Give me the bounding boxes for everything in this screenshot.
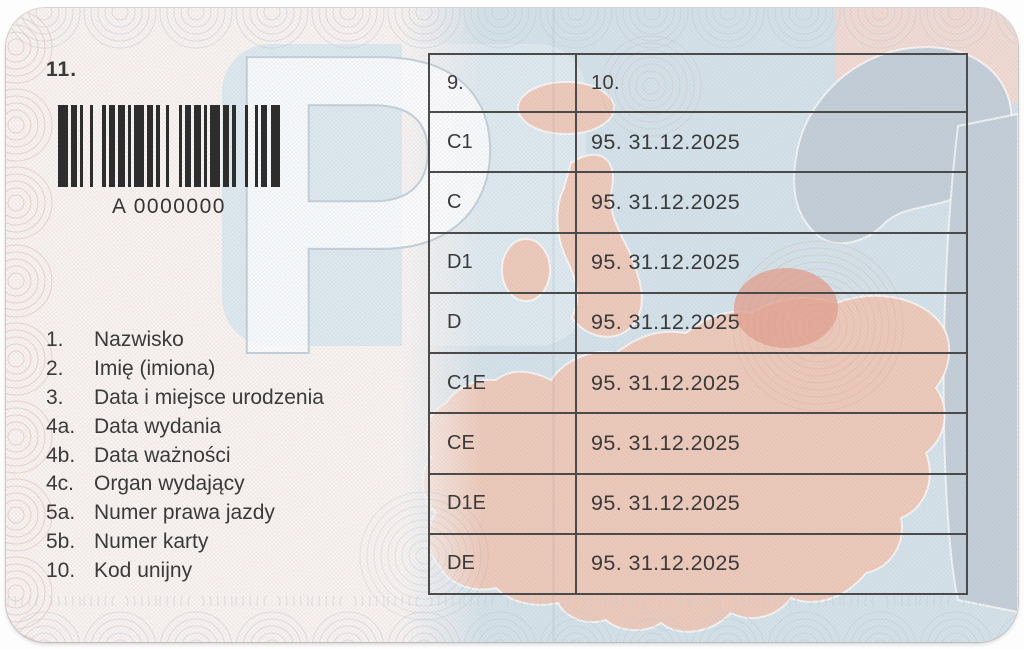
sea-fade bbox=[402, 8, 482, 642]
header-cell-10: 10. bbox=[591, 71, 621, 94]
map-iceland bbox=[517, 81, 615, 135]
category-cell: C1 bbox=[430, 113, 577, 172]
code-cell: 95. 31.12.2025 bbox=[591, 129, 741, 154]
map-poland-highlight bbox=[734, 268, 838, 348]
code-cell: 95. 31.12.2025 bbox=[591, 310, 741, 335]
legend-item-number: 4c. bbox=[46, 472, 75, 496]
legend-item-label: Data wydania bbox=[94, 414, 222, 438]
table-row-c1e: C1E 95. 31.12.2025 bbox=[430, 352, 966, 413]
legend-item-kod-unijny: 10. Kod unijny bbox=[46, 556, 324, 585]
legend-item-label: Nazwisko bbox=[94, 328, 184, 352]
table-row-c: C 95. 31.12.2025 bbox=[430, 171, 966, 232]
map-ireland bbox=[501, 238, 551, 302]
license-card-back: P 11. A 0000000 1. Nazwisko 2. Imię (imion… bbox=[6, 8, 1018, 642]
legend-item-number: 4b. bbox=[46, 443, 76, 467]
legend-item-number: 5a. bbox=[46, 501, 76, 525]
legend-item-organ: 4c. Organ wydający bbox=[46, 470, 324, 499]
table-row-d1e: D1E 95. 31.12.2025 bbox=[430, 472, 966, 533]
guilloche-motif-small bbox=[600, 35, 702, 137]
legend-item-label: Kod unijny bbox=[94, 558, 193, 582]
header-cell-9: 9. bbox=[430, 55, 577, 111]
table-row-ce: CE 95. 31.12.2025 bbox=[430, 412, 966, 473]
legend-item-label: Organ wydający bbox=[94, 472, 245, 496]
code-cell: 95. 31.12.2025 bbox=[591, 370, 741, 395]
category-cell: D1E bbox=[430, 474, 577, 533]
table-row-de: DE 95. 31.12.2025 bbox=[430, 532, 966, 593]
top-edge-rings bbox=[6, 8, 1018, 54]
barcode: A 0000000 bbox=[58, 105, 281, 219]
legend-item-number: 3. bbox=[46, 385, 64, 409]
table-row-c1: C1 95. 31.12.2025 bbox=[430, 111, 966, 172]
guilloche-background: P bbox=[6, 8, 1018, 642]
category-cell: C1E bbox=[430, 354, 577, 413]
card-content: 11. A 0000000 1. Nazwisko 2. Imię (imiona)… bbox=[6, 8, 1018, 642]
legend-item-numer-karty: 5b. Numer karty bbox=[46, 528, 324, 557]
category-cell: DE bbox=[430, 534, 577, 593]
legend-item-number: 1. bbox=[46, 328, 64, 352]
legend-item-number: 10. bbox=[46, 558, 76, 582]
left-edge-rings bbox=[6, 8, 58, 642]
scan-crease bbox=[552, 8, 555, 642]
map-britain bbox=[556, 153, 643, 338]
barcode-value: A 0000000 bbox=[112, 195, 226, 218]
code-cell: 95. 31.12.2025 bbox=[591, 551, 741, 576]
code-cell: 95. 31.12.2025 bbox=[591, 189, 741, 214]
categories-table: 9. 10. C1 95. 31.12.2025 C 95. 31.12.202… bbox=[428, 53, 968, 595]
code-cell: 95. 31.12.2025 bbox=[591, 430, 741, 455]
legend-item-number: 2. bbox=[46, 357, 64, 381]
legend-item-number: 4a. bbox=[46, 414, 76, 438]
legend-item-number: 5b. bbox=[46, 529, 76, 553]
table-row-d1: D1 95. 31.12.2025 bbox=[430, 231, 966, 292]
legend-item-data-wydania: 4a. Data wydania bbox=[46, 412, 324, 441]
legend-item-data-urodzenia: 3. Data i miejsce urodzenia bbox=[46, 384, 324, 413]
code-cell: 95. 31.12.2025 bbox=[591, 491, 741, 516]
category-cell: D1 bbox=[430, 233, 577, 292]
legend-item-data-waznosci: 4b. Data ważności bbox=[46, 441, 324, 470]
legend-item-numer-prawa: 5a. Numer prawa jazdy bbox=[46, 499, 324, 528]
letter-p-watermark: P bbox=[218, 8, 505, 445]
field-legend-list: 1. Nazwisko 2. Imię (imiona) 3. Data i miej… bbox=[46, 326, 324, 585]
category-cell: C bbox=[430, 173, 577, 232]
legend-item-label: Numer prawa jazdy bbox=[94, 501, 275, 525]
field-11-label: 11. bbox=[46, 58, 78, 81]
legend-item-label: Data ważności bbox=[94, 443, 231, 467]
legend-item-imie: 2. Imię (imiona) bbox=[46, 355, 324, 384]
table-header-row: 9. 10. bbox=[430, 55, 966, 111]
guilloche-motif-pink bbox=[732, 240, 904, 412]
category-cell: D bbox=[430, 293, 577, 352]
barcode-bars bbox=[58, 105, 281, 187]
category-cell: CE bbox=[430, 414, 577, 473]
code-cell: 95. 31.12.2025 bbox=[591, 250, 741, 275]
legend-item-label: Data i miejsce urodzenia bbox=[94, 385, 324, 409]
legend-item-label: Imię (imiona) bbox=[94, 357, 216, 381]
legend-item-label: Numer karty bbox=[94, 529, 209, 553]
table-row-d: D 95. 31.12.2025 bbox=[430, 291, 966, 352]
bottom-edge-rings bbox=[6, 596, 1018, 642]
legend-item-nazwisko: 1. Nazwisko bbox=[46, 326, 324, 355]
